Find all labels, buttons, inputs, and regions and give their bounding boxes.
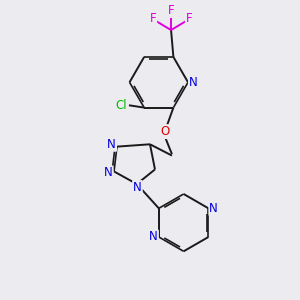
Text: F: F [168, 4, 174, 17]
Text: F: F [186, 12, 193, 26]
Text: F: F [150, 12, 156, 26]
Text: Cl: Cl [115, 99, 127, 112]
Text: N: N [133, 181, 142, 194]
Text: N: N [104, 167, 112, 179]
Text: N: N [209, 202, 218, 215]
Text: N: N [189, 76, 198, 89]
Text: N: N [149, 230, 158, 244]
Text: O: O [160, 125, 169, 138]
Text: N: N [107, 138, 116, 151]
